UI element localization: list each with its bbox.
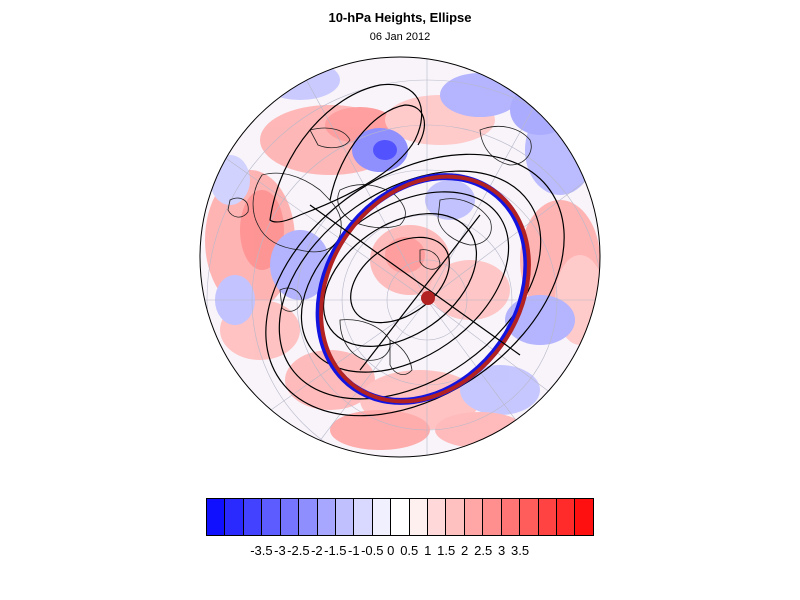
colorbar-swatch (262, 499, 281, 535)
colorbar-tick-label: 0.5 (400, 543, 419, 558)
colorbar-tick-label: -3.5 (250, 543, 273, 558)
colorbar-swatch (207, 499, 226, 535)
colorbar-tick-label: -1.5 (324, 543, 347, 558)
coastlines (227, 126, 532, 375)
colorbar-tick-label: 1 (424, 543, 432, 558)
colorbar-swatch (335, 499, 355, 535)
colorbar-swatch (483, 499, 502, 535)
ellipse-major-axis (309, 204, 521, 356)
colorbar-tick-label: -2.5 (287, 543, 310, 558)
colorbar-swatch (464, 499, 484, 535)
colorbar-tick-label: 3.5 (511, 543, 530, 558)
colorbar-swatch (428, 499, 447, 535)
height-contours (265, 83, 565, 417)
colorbar-swatch (391, 499, 410, 535)
colorbar-tick-label: 2 (461, 543, 469, 558)
colorbar-tick-label: -2 (311, 543, 323, 558)
colorbar-tick-label: 2.5 (474, 543, 493, 558)
ellipse-inner (319, 174, 531, 404)
colorbar-tick-labels: -3.5 -3 -2.5 -2 -1.5 -1 -0.5 0 0.5 1 1.5 2 2.5 3 3.5 (206, 543, 594, 561)
map-title: 10-hPa Heights, Ellipse (328, 10, 472, 25)
colorbar (206, 498, 594, 536)
colorbar-tick-label: 0 (387, 543, 395, 558)
colorbar-tick-label: 3 (497, 543, 506, 558)
colorbar-tick-label: -0.5 (361, 543, 384, 558)
colorbar-tick-label: -3 (274, 543, 286, 558)
colorbar-tick-label: -1 (348, 543, 360, 558)
graticule (200, 57, 600, 457)
ellipse-centroid-marker (421, 291, 435, 305)
colorbar-swatch (409, 499, 429, 535)
colorbar-swatch (299, 499, 318, 535)
ellipse-minor-axis (359, 214, 481, 371)
colorbar-swatch (575, 499, 593, 535)
map-date: 06 Jan 2012 (369, 31, 431, 43)
colorbar-swatch (372, 499, 392, 535)
colorbar-swatch (446, 499, 465, 535)
colorbar-swatch (280, 499, 300, 535)
colorbar-swatch (225, 499, 244, 535)
colorbar-swatch (557, 499, 576, 535)
colorbar-swatch (501, 499, 521, 535)
colorbar-swatch (354, 499, 373, 535)
map-boundary (199, 56, 601, 458)
colorbar-swatch (317, 499, 336, 535)
colorbar-tick-label: 1.5 (437, 543, 456, 558)
colorbar-swatch (538, 499, 558, 535)
colorbar-swatch (520, 499, 539, 535)
colorbar-swatch (243, 499, 263, 535)
